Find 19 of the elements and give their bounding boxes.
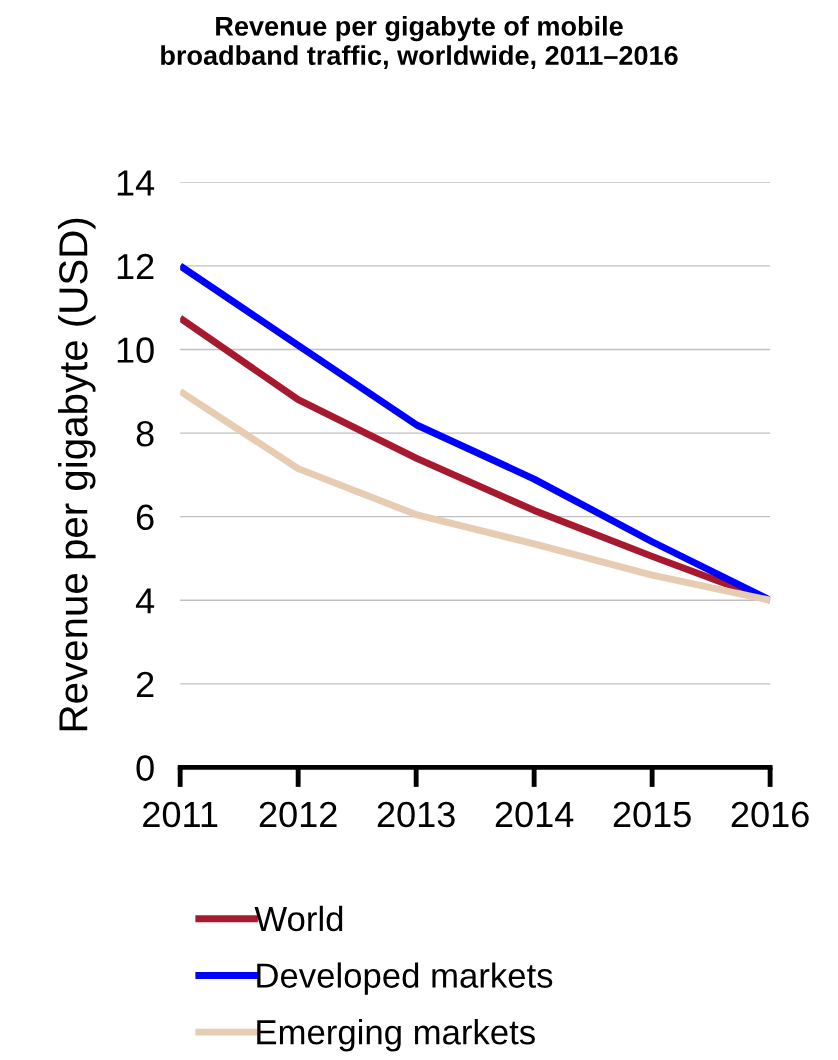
legend-label: World: [254, 905, 343, 932]
y-tick-label: 12: [117, 253, 154, 279]
x-tick-label: 2016: [731, 801, 809, 828]
y-tick-label: 10: [117, 337, 154, 363]
x-tick-label: 2013: [377, 801, 455, 828]
legend-label: Developed markets: [257, 962, 553, 995]
legend-label: Emerging markets: [257, 1019, 535, 1052]
chart-title: Revenue per gigabyte of mobile broadband traffic, worldwide, 2011–2016: [161, 15, 678, 70]
x-tick-label: 2015: [613, 801, 691, 828]
y-tick-label: 4: [135, 588, 155, 614]
y-tick-label: 14: [117, 170, 155, 196]
x-tick-label: 2014: [495, 801, 574, 828]
y-axis-title: Revenue per gigabyte (USD): [58, 218, 96, 731]
x-tick-label: 2011: [143, 801, 218, 828]
y-tick-label: 6: [136, 504, 154, 531]
x-tick-label: 2012: [259, 801, 337, 828]
y-tick-label: 2: [136, 671, 154, 697]
y-tick-label: 8: [136, 420, 154, 447]
y-tick-label: 0: [136, 755, 154, 781]
